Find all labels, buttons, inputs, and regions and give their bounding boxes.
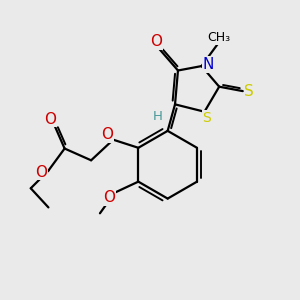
Text: O: O bbox=[35, 165, 47, 180]
Text: S: S bbox=[244, 84, 254, 99]
Text: S: S bbox=[202, 111, 211, 124]
Text: N: N bbox=[202, 57, 214, 72]
Text: O: O bbox=[103, 190, 115, 206]
Text: O: O bbox=[150, 34, 162, 50]
Text: O: O bbox=[44, 112, 56, 127]
Text: CH₃: CH₃ bbox=[208, 31, 231, 44]
Text: O: O bbox=[101, 127, 113, 142]
Text: H: H bbox=[153, 110, 163, 123]
